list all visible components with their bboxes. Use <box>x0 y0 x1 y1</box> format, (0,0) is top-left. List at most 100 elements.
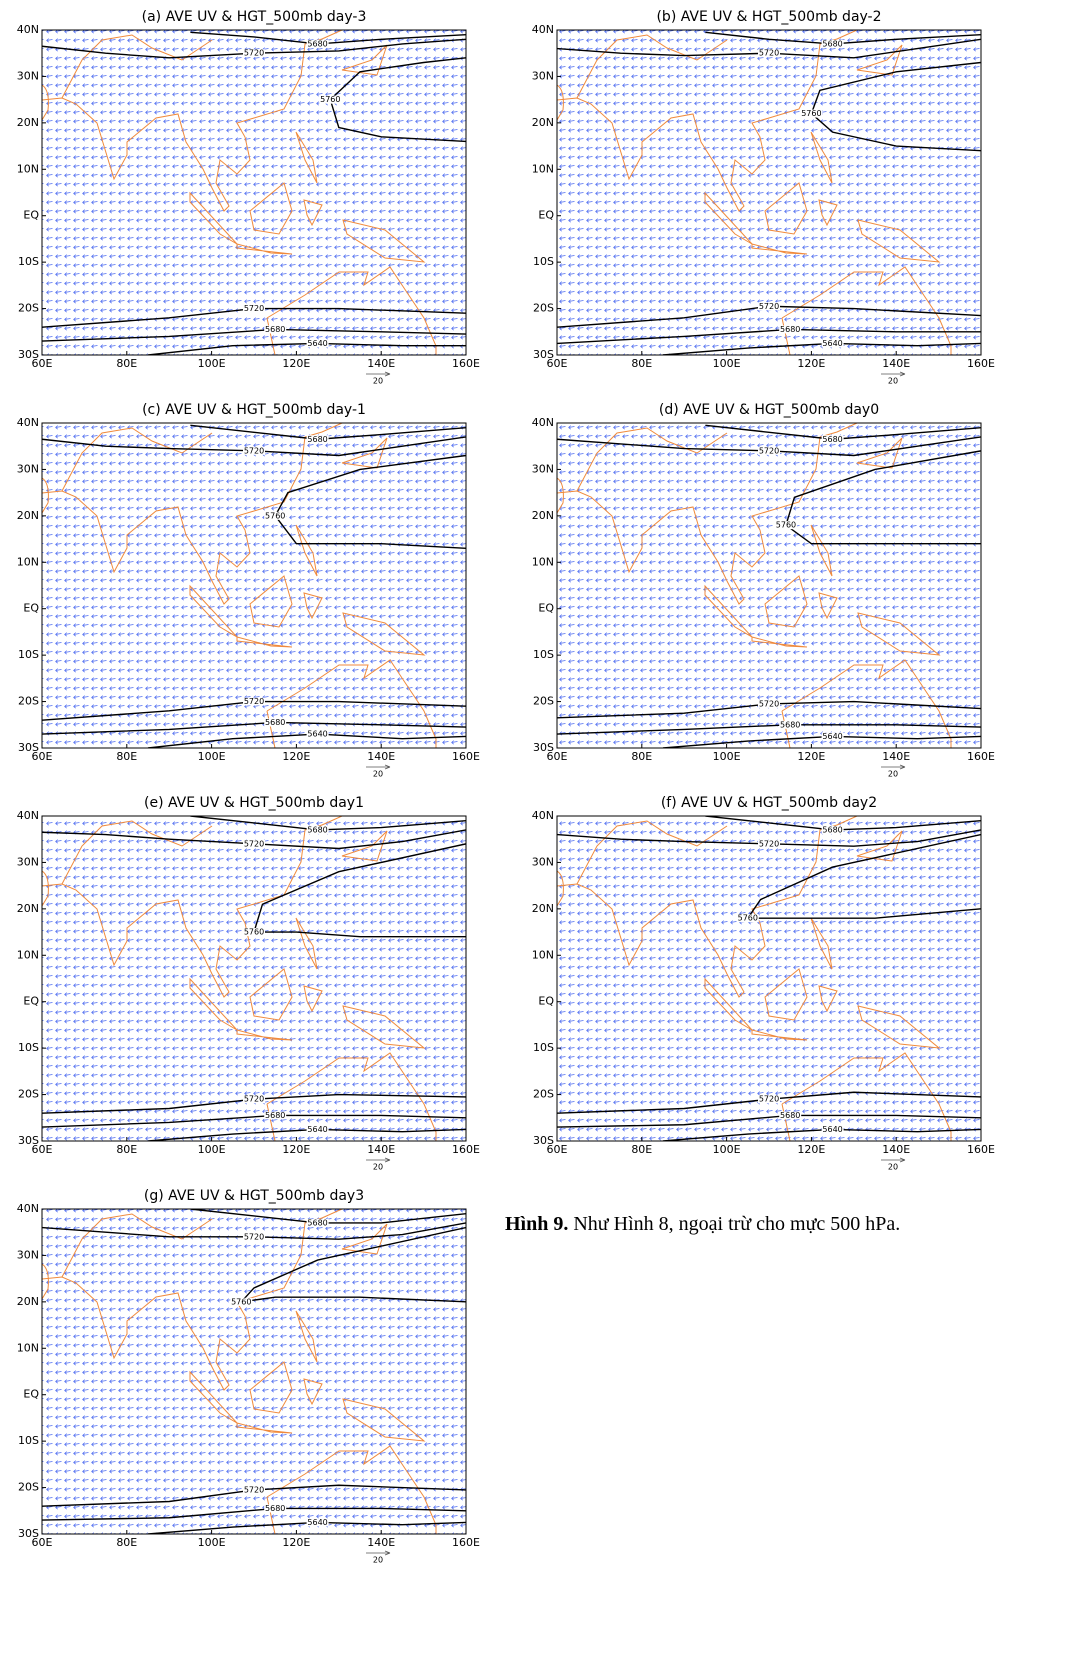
plot-frame <box>41 815 467 1142</box>
x-tick-label: 100E <box>198 1143 226 1156</box>
contour-label-bg <box>821 732 844 741</box>
contour-label-bg <box>264 511 287 520</box>
y-tick-label: 20N <box>532 509 554 522</box>
y-tick-label: 30S <box>18 348 39 361</box>
ref-vector-label: 20 <box>373 1163 383 1172</box>
x-tick-label: 140E <box>367 1536 395 1549</box>
y-tick-label: 30S <box>533 1134 554 1147</box>
y-tick-label: 40N <box>532 416 554 429</box>
contour-label: 5680 <box>780 720 800 729</box>
ref-vector <box>881 1157 906 1163</box>
contour-label: 5680 <box>307 435 327 444</box>
x-tick-label: 140E <box>367 1143 395 1156</box>
contour-label: 5720 <box>759 839 779 848</box>
y-tick-label: 20S <box>18 695 39 708</box>
y-tick-label: 30S <box>533 741 554 754</box>
contour-label-bg <box>736 914 759 923</box>
plot-frame <box>556 29 982 356</box>
ref-vector <box>366 1157 391 1163</box>
contour-label-bg <box>264 325 287 334</box>
contour-label-bg <box>306 1218 329 1227</box>
panel-title: (e) AVE UV & HGT_500mb day1 <box>144 795 364 811</box>
plot-frame <box>41 1208 467 1535</box>
x-tick-label: 160E <box>967 750 995 763</box>
x-tick-label: 120E <box>797 750 825 763</box>
contour-label: 5720 <box>759 302 779 311</box>
x-tick-label: 120E <box>797 1143 825 1156</box>
y-tick-label: 30N <box>17 69 39 82</box>
contour-label-bg <box>264 1504 287 1513</box>
y-tick-label: 20N <box>17 116 39 129</box>
contour-label: 5720 <box>244 697 264 706</box>
x-tick-label: 160E <box>452 750 480 763</box>
ref-vector-label: 20 <box>888 1163 898 1172</box>
x-tick-label: 60E <box>32 1143 53 1156</box>
wind-field <box>42 816 466 1141</box>
y-tick-label: EQ <box>23 1388 39 1401</box>
y-tick-label: 10S <box>533 1041 554 1054</box>
y-tick-label: EQ <box>23 209 39 222</box>
contour-label: 5720 <box>244 1232 264 1241</box>
contour-label-bg <box>243 49 265 58</box>
plot-frame <box>41 29 467 356</box>
panel-title: (a) AVE UV & HGT_500mb day-3 <box>142 9 367 25</box>
x-tick-label: 100E <box>713 1143 741 1156</box>
y-tick-label: 30S <box>18 1527 39 1540</box>
x-tick-label: 80E <box>631 750 652 763</box>
caption-text: Như Hình 8, ngoại trừ cho mực 500 hPa. <box>573 1213 901 1235</box>
contour-label: 5680 <box>265 718 285 727</box>
contour-label: 5760 <box>738 914 758 923</box>
y-tick-label: 30N <box>532 69 554 82</box>
contour-label: 5720 <box>759 699 779 708</box>
y-tick-label: 30N <box>532 462 554 475</box>
panel-title: (g) AVE UV & HGT_500mb day3 <box>144 1188 364 1204</box>
y-tick-label: 40N <box>17 416 39 429</box>
ref-vector <box>366 1550 391 1556</box>
ref-vector <box>366 764 391 770</box>
contour-label: 5760 <box>801 109 821 118</box>
contour-label-bg <box>758 49 780 58</box>
contour-label: 5760 <box>244 928 264 937</box>
x-tick-label: 60E <box>547 357 568 370</box>
x-tick-label: 140E <box>882 357 910 370</box>
contour-label-bg <box>821 825 844 834</box>
contour-label: 5680 <box>822 825 842 834</box>
caption: Hình 9. Như Hình 8, ngoại trừ cho mực 50… <box>505 1213 900 1236</box>
panel-title: (b) AVE UV & HGT_500mb day-2 <box>656 9 881 25</box>
x-tick-label: 100E <box>198 357 226 370</box>
contour-label-bg <box>758 839 780 848</box>
y-tick-label: 10N <box>17 1341 39 1354</box>
x-tick-label: 60E <box>547 1143 568 1156</box>
contour-label: 5640 <box>307 1125 327 1134</box>
y-tick-label: 10N <box>532 162 554 175</box>
x-tick-label: 100E <box>713 750 741 763</box>
x-tick-label: 120E <box>282 1536 310 1549</box>
contour-label-bg <box>821 1125 844 1134</box>
contour-label: 5760 <box>776 521 796 530</box>
contour-label: 5680 <box>307 39 327 48</box>
contour-label: 5680 <box>780 325 800 334</box>
x-tick-label: 80E <box>631 1143 652 1156</box>
ref-vector-label: 20 <box>888 770 898 779</box>
y-tick-label: 40N <box>17 23 39 36</box>
wind-field <box>42 1209 466 1534</box>
x-tick-label: 160E <box>452 1536 480 1549</box>
x-tick-label: 160E <box>967 1143 995 1156</box>
contour-label-bg <box>758 699 780 708</box>
y-tick-label: 30N <box>532 855 554 868</box>
contour-label: 5720 <box>244 49 264 58</box>
contour-label: 5640 <box>307 730 327 739</box>
contour-label: 5760 <box>265 511 285 520</box>
contour-label-bg <box>800 109 823 118</box>
y-tick-label: 30N <box>17 462 39 475</box>
contour-label-bg <box>243 928 265 937</box>
contour-label: 5680 <box>265 1504 285 1513</box>
